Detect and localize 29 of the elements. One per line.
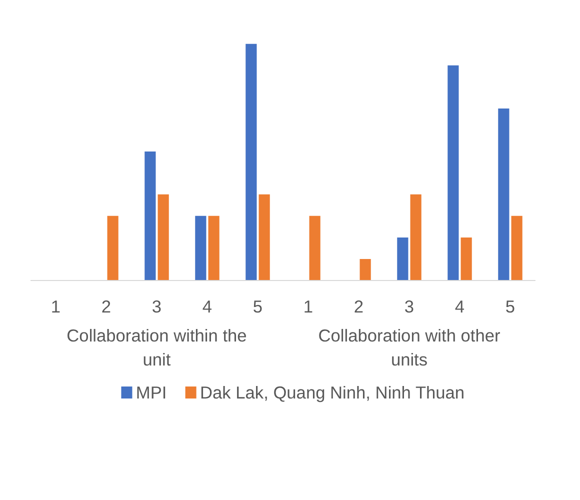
legend-label: Dak Lak, Quang Ninh, Ninh Thuan: [200, 382, 465, 402]
x-tick-label: 5: [505, 296, 516, 316]
legend-label: MPI: [136, 382, 167, 402]
text: Collaboration with other units: [318, 326, 501, 370]
bar: [208, 216, 220, 280]
bar: [397, 237, 408, 280]
x-tick-label: 4: [454, 296, 465, 316]
bar: [410, 194, 422, 280]
bar: [448, 65, 459, 280]
x-tick-label: 3: [404, 296, 414, 316]
x-tick-label: 1: [303, 296, 314, 316]
bar: [460, 237, 472, 280]
x-tick-label: 3: [152, 296, 162, 316]
bar: [195, 216, 206, 280]
text: Collaboration within the unit: [66, 326, 247, 370]
x-tick-label: 4: [202, 296, 212, 316]
x-tick-label: 2: [101, 296, 112, 316]
x-tick-label: 2: [354, 296, 364, 316]
bar: [246, 44, 257, 280]
bar: [258, 194, 270, 280]
bar: [309, 216, 320, 280]
bar: [498, 108, 510, 280]
bar: [144, 152, 156, 280]
bar: [107, 216, 118, 280]
bar: [158, 194, 169, 280]
x-tick-label: 1: [50, 296, 61, 316]
bar: [511, 216, 522, 280]
x-tick-label: 5: [252, 296, 263, 316]
bar: [360, 258, 371, 280]
